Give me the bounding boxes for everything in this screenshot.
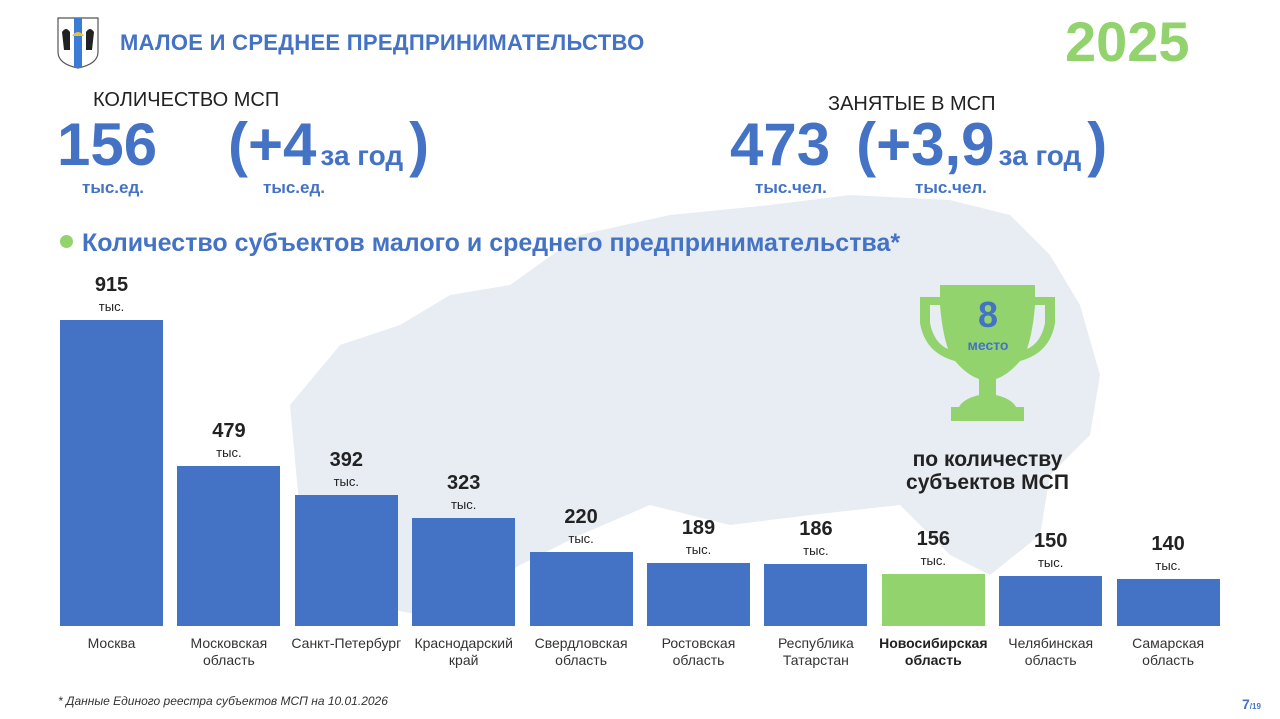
msp-count-value: 156	[57, 111, 158, 178]
category-label: Республика Татарстан	[777, 635, 854, 668]
employed-unit: тыс.чел.	[755, 178, 827, 197]
employed-value: 473	[730, 111, 831, 178]
bar-9	[1116, 579, 1220, 626]
unit-label: тыс.	[1037, 554, 1064, 570]
value-label: 156	[916, 527, 950, 550]
msp-count-value-row: 156	[57, 111, 158, 178]
bar-2	[294, 494, 398, 626]
value-label: 392	[329, 448, 363, 471]
year-label: 2025	[1065, 10, 1190, 73]
page-total: /19	[1249, 702, 1261, 711]
employed-change-close: )	[1087, 111, 1108, 178]
msp-count-change-suffix: за год	[320, 140, 404, 171]
page-title: МАЛОЕ И СРЕДНЕЕ ПРЕДПРИНИМАТЕЛЬСТВО	[120, 30, 645, 55]
category-label: Москва	[87, 635, 136, 651]
bar-3	[412, 517, 516, 626]
msp-count-change: (+4	[228, 111, 317, 178]
value-label: 189	[681, 516, 716, 539]
page-number: 7/19	[1242, 696, 1261, 715]
employed-row: 473 (+3,9 за год )	[730, 111, 1108, 178]
bar-4	[529, 552, 633, 626]
chart-title: Количество субъектов малого и среднего п…	[60, 229, 900, 258]
page-current: 7	[1242, 696, 1250, 712]
category-label: Ростовская область	[661, 635, 736, 668]
employed-change-suffix: за год	[998, 140, 1082, 171]
unit-label: тыс.	[333, 473, 359, 489]
employed-label: ЗАНЯТЫЕ В МСП	[828, 93, 996, 115]
category-label: Самарская область	[1132, 635, 1205, 668]
rank-place: 8	[977, 294, 999, 335]
category-label: Краснодарский край	[414, 635, 513, 668]
rank-caption: по количеству субъектов МСП	[906, 448, 1069, 494]
category-label: Московская область	[190, 635, 268, 668]
bar-5	[647, 562, 750, 626]
value-label: 479	[212, 419, 246, 442]
unit-label: тыс.	[685, 541, 712, 557]
msp-count-change-close: )	[409, 111, 430, 178]
value-label: 140	[1151, 533, 1185, 556]
unit-label: тыс.	[803, 542, 829, 558]
category-label: Челябинская область	[1008, 635, 1094, 668]
bar-0	[60, 320, 163, 626]
value-label: 186	[799, 517, 833, 540]
employed-change-unit: тыс.чел.	[915, 178, 987, 197]
footnote: * Данные Единого реестра субъектов МСП н…	[58, 694, 388, 708]
msp-count-unit: тыс.ед.	[82, 178, 144, 197]
bar-6	[764, 563, 868, 626]
employed-change: (+3,9	[856, 111, 995, 178]
bullet-dot-icon	[60, 234, 73, 248]
category-label: Новосибирская область	[879, 635, 988, 668]
bar-8	[999, 575, 1103, 626]
msp-count-change-unit: тыс.ед.	[263, 178, 325, 197]
trophy-icon	[920, 285, 1055, 421]
unit-label: тыс.	[1155, 558, 1181, 574]
region-emblem-logo	[57, 17, 99, 69]
value-label: 323	[447, 471, 481, 494]
russia-map-background	[290, 195, 1100, 615]
value-label: 150	[1034, 529, 1068, 552]
bar-7	[881, 573, 985, 626]
msp-count-change-row: (+4 за год )	[228, 111, 430, 178]
unit-label: тыс.	[216, 444, 242, 460]
chart-title-text: Количество субъектов малого и среднего п…	[82, 229, 901, 257]
category-label: Свердловская область	[534, 635, 628, 668]
msp-count-label: КОЛИЧЕСТВО МСП	[93, 89, 280, 111]
value-label: 220	[564, 506, 598, 529]
category-label: Санкт-Петербург	[291, 635, 402, 651]
bar-1	[177, 465, 281, 626]
unit-label: тыс.	[568, 531, 594, 547]
value-label: 915	[94, 274, 129, 296]
unit-label: тыс.	[450, 496, 477, 512]
unit-label: тыс.	[920, 552, 946, 568]
unit-label: тыс.	[98, 299, 125, 314]
rank-place-label: место	[967, 337, 1009, 353]
